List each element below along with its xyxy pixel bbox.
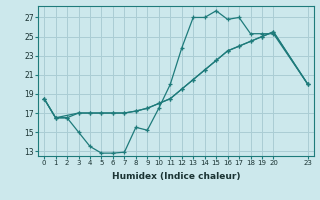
X-axis label: Humidex (Indice chaleur): Humidex (Indice chaleur) (112, 172, 240, 181)
